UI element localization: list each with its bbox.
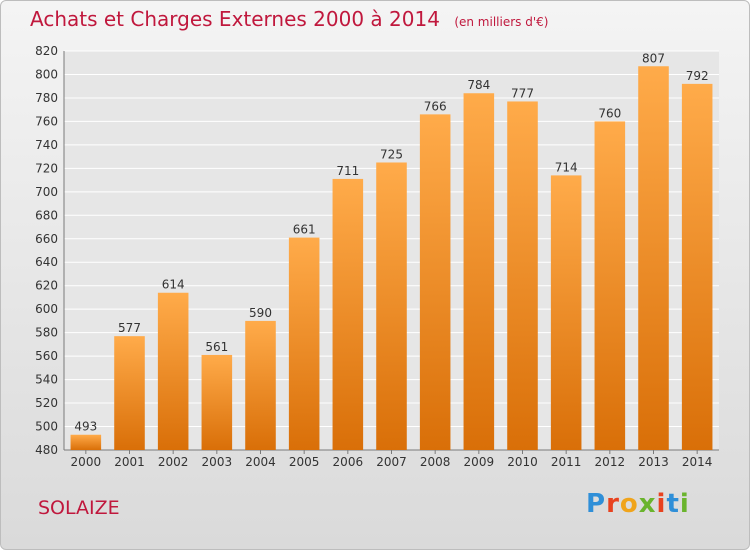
x-tick-label: 2006 bbox=[333, 455, 364, 469]
bar-2011 bbox=[550, 175, 582, 451]
bar-2005 bbox=[288, 237, 320, 450]
y-tick-label: 720 bbox=[35, 161, 58, 175]
logo-letter: P bbox=[586, 489, 607, 519]
y-tick-label: 580 bbox=[35, 326, 58, 340]
x-tick-label: 2012 bbox=[595, 455, 626, 469]
value-label: 590 bbox=[249, 306, 272, 320]
bars bbox=[70, 66, 713, 451]
value-label: 661 bbox=[293, 223, 316, 237]
x-tick-label: 2009 bbox=[464, 455, 495, 469]
value-label: 711 bbox=[336, 164, 359, 178]
y-tick-label: 800 bbox=[35, 67, 58, 81]
y-tick-label: 760 bbox=[35, 114, 58, 128]
logo-letter: t bbox=[666, 489, 680, 519]
bar-2009 bbox=[463, 93, 495, 450]
y-tick-label: 680 bbox=[35, 208, 58, 222]
bar-2004 bbox=[245, 320, 276, 450]
x-tick-label: 2007 bbox=[376, 455, 407, 469]
y-tick-label: 500 bbox=[35, 420, 58, 434]
bar-2003 bbox=[201, 354, 233, 450]
value-label: 766 bbox=[424, 99, 447, 113]
y-tick-label: 740 bbox=[35, 138, 58, 152]
logo-letter: r bbox=[606, 489, 620, 519]
x-tick-label: 2004 bbox=[245, 455, 276, 469]
x-tick-label: 2008 bbox=[420, 455, 451, 469]
x-tick-label: 2000 bbox=[71, 455, 102, 469]
bar-2006 bbox=[332, 178, 364, 450]
commune-name: SOLAIZE bbox=[38, 497, 120, 519]
value-label: 784 bbox=[467, 78, 490, 92]
bar-2000 bbox=[70, 434, 102, 450]
bar-2008 bbox=[419, 114, 451, 450]
x-tick-label: 2010 bbox=[507, 455, 538, 469]
logo-letter: x bbox=[638, 489, 657, 519]
bar-2014 bbox=[681, 83, 713, 450]
bar-2012 bbox=[594, 121, 626, 450]
x-tick-label: 2005 bbox=[289, 455, 320, 469]
value-label: 777 bbox=[511, 86, 534, 100]
chart-title-text: Achats et Charges Externes 2000 à 2014 bbox=[30, 7, 440, 31]
y-tick-label: 560 bbox=[35, 349, 58, 363]
logo-letter: o bbox=[619, 489, 639, 519]
value-label: 577 bbox=[118, 321, 141, 335]
y-tick-label: 660 bbox=[35, 232, 58, 246]
y-tick-label: 780 bbox=[35, 91, 58, 105]
y-tick-label: 640 bbox=[35, 255, 58, 269]
bar-2007 bbox=[376, 162, 407, 450]
value-label: 714 bbox=[555, 160, 578, 174]
y-tick-label: 700 bbox=[35, 185, 58, 199]
x-tick-label: 2003 bbox=[202, 455, 233, 469]
chart-title: Achats et Charges Externes 2000 à 2014 (… bbox=[30, 7, 548, 31]
x-tick-label: 2001 bbox=[114, 455, 145, 469]
y-tick-label: 620 bbox=[35, 279, 58, 293]
x-tick-label: 2013 bbox=[638, 455, 669, 469]
value-label: 792 bbox=[686, 69, 709, 83]
value-label: 493 bbox=[74, 420, 97, 434]
y-tick-label: 520 bbox=[35, 396, 58, 410]
proxiti-logo[interactable]: Proxiti bbox=[586, 489, 690, 519]
bar-2002 bbox=[157, 292, 189, 450]
x-tick-label: 2014 bbox=[682, 455, 713, 469]
value-label: 614 bbox=[162, 278, 185, 292]
logo-letter: i bbox=[656, 489, 667, 519]
x-tick-label: 2011 bbox=[551, 455, 582, 469]
bar-2010 bbox=[507, 101, 538, 450]
x-tick-label: 2002 bbox=[158, 455, 189, 469]
chart-subtitle: (en milliers d'€) bbox=[454, 15, 549, 29]
value-label: 760 bbox=[598, 106, 621, 120]
y-tick-label: 820 bbox=[35, 44, 58, 58]
bar-2001 bbox=[114, 336, 145, 450]
y-tick-label: 540 bbox=[35, 373, 58, 387]
bar-2013 bbox=[638, 66, 669, 450]
value-label: 725 bbox=[380, 147, 403, 161]
value-label: 561 bbox=[205, 340, 228, 354]
logo-letter: i bbox=[679, 489, 690, 519]
y-tick-label: 600 bbox=[35, 302, 58, 316]
value-label: 807 bbox=[642, 51, 665, 65]
labels: 480 500 520 540 560 580 600 620 640 660 680 700 720 7… bbox=[35, 44, 712, 469]
y-tick-label: 480 bbox=[35, 443, 58, 457]
